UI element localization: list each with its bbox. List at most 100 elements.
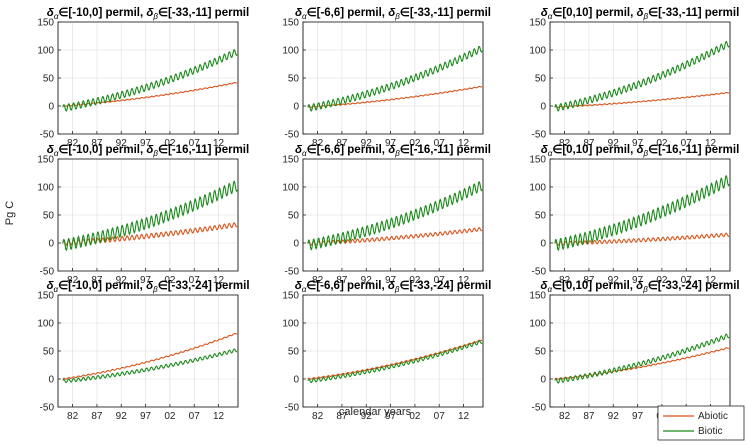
x-tick-label: 97 <box>140 275 152 286</box>
y-tick-label: -50 <box>532 130 547 141</box>
axes-frame <box>57 294 239 408</box>
x-tick-label: 12 <box>213 275 225 286</box>
x-tick-label: 12 <box>213 411 225 422</box>
x-tick-label: 97 <box>140 411 152 422</box>
y-tick-label: 100 <box>529 319 546 330</box>
x-tick-label: 07 <box>681 138 693 149</box>
x-tick-label: 12 <box>458 275 470 286</box>
x-tick-label: 92 <box>116 411 128 422</box>
series-abiotic <box>62 332 238 380</box>
panel-2: δα∈[-6,6] permil, δβ∈[-33,-11] permil -50… <box>282 7 491 149</box>
y-tick-label: 50 <box>288 74 300 85</box>
y-tick-label: 100 <box>282 319 299 330</box>
x-tick-label: 07 <box>434 138 446 149</box>
x-tick-label: 02 <box>656 275 668 286</box>
axes-frame <box>57 158 239 272</box>
y-tick-label: 50 <box>288 211 300 222</box>
x-tick-label: 12 <box>458 411 470 422</box>
x-tick-label: 12 <box>705 138 717 149</box>
x-tick-label: 87 <box>91 275 103 286</box>
legend: Abiotic Biotic <box>657 405 745 441</box>
panel-9: δα∈[0,10] permil, δβ∈[-33,-24] permil -50… <box>529 280 739 422</box>
x-tick-label: 92 <box>608 138 620 149</box>
x-tick-label: 82 <box>67 275 79 286</box>
axes-frame <box>549 158 731 272</box>
y-tick-label: 100 <box>282 46 299 57</box>
y-tick-label: -50 <box>532 267 547 278</box>
x-tick-label: 82 <box>67 411 79 422</box>
y-tick-label: -50 <box>40 130 55 141</box>
y-tick-label: 150 <box>37 18 54 29</box>
x-tick-label: 97 <box>632 411 644 422</box>
x-tick-label: 02 <box>409 275 421 286</box>
y-tick-label: 150 <box>529 291 546 302</box>
y-tick-label: 50 <box>535 211 547 222</box>
y-tick-label: 0 <box>293 375 299 386</box>
x-tick-label: 12 <box>705 275 717 286</box>
y-tick-label: 0 <box>48 239 54 250</box>
panel-7: δα∈[-10,0] permil, δβ∈[-33,-24] permil -5… <box>37 280 249 422</box>
x-tick-label: 97 <box>632 275 644 286</box>
x-tick-label: 12 <box>213 138 225 149</box>
y-tick-label: 100 <box>529 183 546 194</box>
series-biotic <box>62 49 238 112</box>
x-tick-label: 07 <box>189 275 201 286</box>
y-tick-label: 50 <box>43 211 55 222</box>
x-tick-label: 97 <box>632 138 644 149</box>
x-tick-label: 02 <box>164 138 176 149</box>
axes-frame <box>302 21 484 135</box>
x-tick-label: 87 <box>583 138 595 149</box>
panel-3: δα∈[0,10] permil, δβ∈[-33,-11] permil -50… <box>529 7 739 149</box>
panel-8: δα∈[-6,6] permil, δβ∈[-33,-24] permil -50… <box>282 280 491 422</box>
x-tick-label: 07 <box>189 411 201 422</box>
x-tick-label: 87 <box>583 411 595 422</box>
x-tick-label: 12 <box>458 138 470 149</box>
panel-title: δα∈[0,10] permil, δβ∈[-33,-24] permil <box>540 280 739 294</box>
panel-title: δα∈[-6,6] permil, δβ∈[-16,-11] permil <box>295 144 491 158</box>
x-tick-label: 82 <box>559 138 571 149</box>
y-tick-label: 50 <box>43 74 55 85</box>
series-abiotic <box>554 232 730 246</box>
panel-6: δα∈[0,10] permil, δβ∈[-16,-11] permil -50… <box>529 144 739 286</box>
x-axis-label: calendar years <box>339 406 412 418</box>
axes-frame <box>57 21 239 135</box>
y-tick-label: 0 <box>540 239 546 250</box>
y-tick-label: 50 <box>535 74 547 85</box>
y-tick-label: 0 <box>48 102 54 113</box>
y-tick-label: 150 <box>37 291 54 302</box>
y-tick-label: 0 <box>540 102 546 113</box>
y-tick-label: -50 <box>285 267 300 278</box>
axes-frame <box>549 294 731 408</box>
x-tick-label: 92 <box>361 275 373 286</box>
x-tick-label: 92 <box>608 275 620 286</box>
panel-title: δα∈[-6,6] permil, δβ∈[-33,-11] permil <box>295 7 491 21</box>
x-tick-label: 87 <box>91 411 103 422</box>
y-tick-label: 0 <box>540 375 546 386</box>
y-tick-label: 50 <box>288 347 300 358</box>
series-abiotic <box>554 91 730 108</box>
y-tick-label: 50 <box>535 347 547 358</box>
x-tick-label: 92 <box>361 411 373 422</box>
y-axis-label: Pg C <box>4 201 16 226</box>
axes-frame <box>302 158 484 272</box>
x-tick-label: 97 <box>140 138 152 149</box>
x-tick-label: 07 <box>434 275 446 286</box>
x-tick-label: 92 <box>361 138 373 149</box>
x-tick-label: 82 <box>312 411 324 422</box>
x-tick-label: 02 <box>164 411 176 422</box>
x-tick-label: 82 <box>559 275 571 286</box>
x-tick-label: 82 <box>559 411 571 422</box>
y-tick-label: 100 <box>37 46 54 57</box>
series-biotic <box>62 180 238 252</box>
panel-title: δα∈[-10,0] permil, δβ∈[-16,-11] permil <box>47 144 249 158</box>
y-tick-label: 150 <box>282 155 299 166</box>
panel-5: δα∈[-6,6] permil, δβ∈[-16,-11] permil -50… <box>282 144 491 286</box>
y-tick-label: 150 <box>282 291 299 302</box>
x-tick-label: 02 <box>409 138 421 149</box>
y-tick-label: -50 <box>285 403 300 414</box>
legend-box <box>657 405 745 441</box>
x-tick-label: 02 <box>164 275 176 286</box>
series-abiotic <box>307 85 483 108</box>
x-tick-label: 87 <box>336 411 348 422</box>
